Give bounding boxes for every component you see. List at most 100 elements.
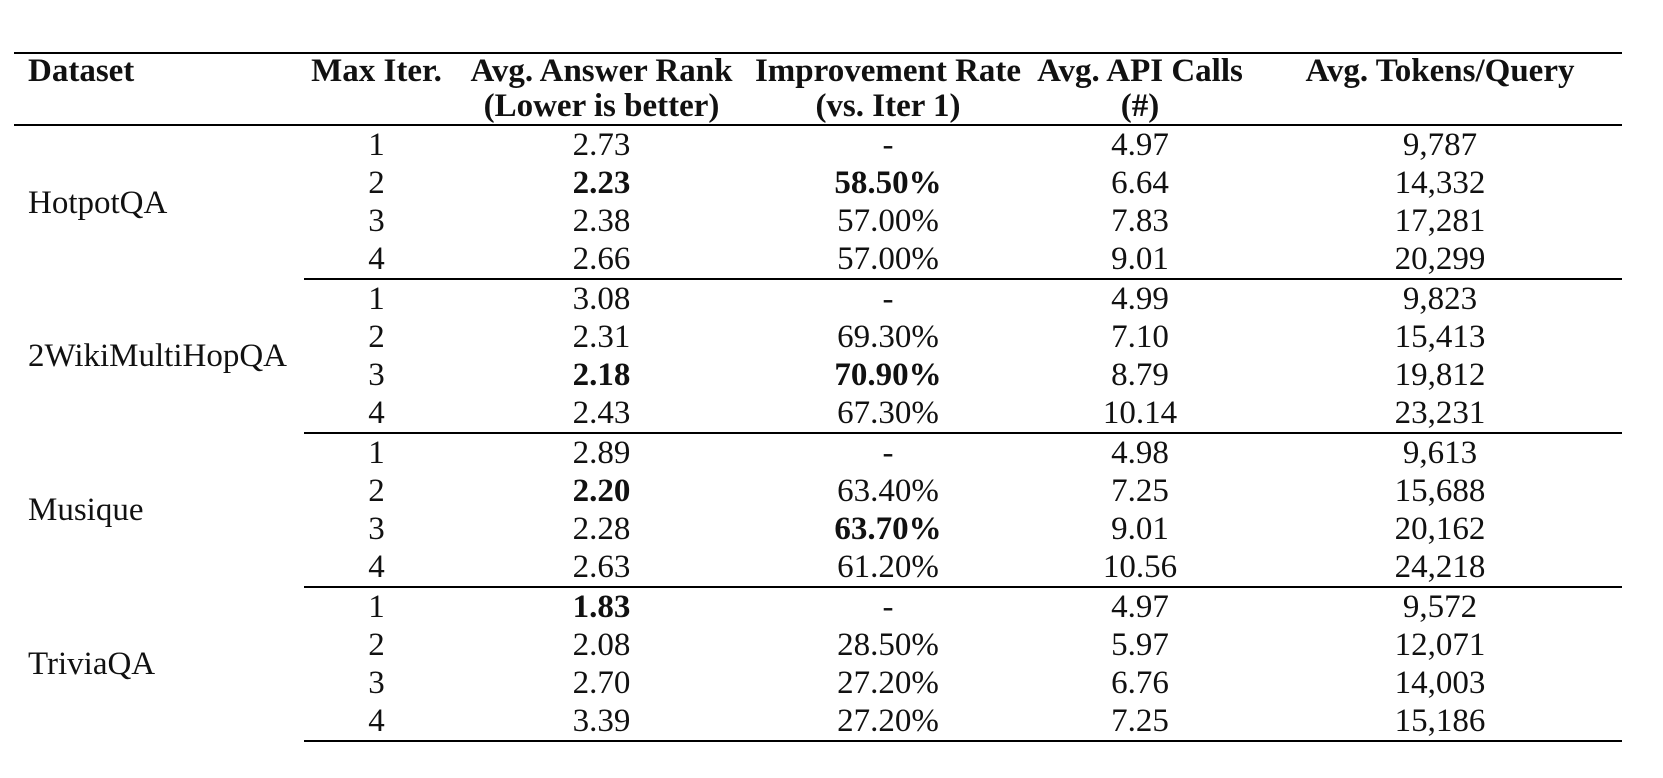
table-row: HotpotQA 1 2.73 - 4.97 9,787 xyxy=(14,125,1622,221)
tokens-cell: 15,413 xyxy=(1394,319,1486,355)
header-avg-api-calls: Avg. API Calls xyxy=(1022,52,1258,89)
tokens-cell: 19,812 xyxy=(1394,357,1486,393)
avg-rank-cell: 2.66 xyxy=(449,240,754,280)
tokens-cell: 14,003 xyxy=(1394,665,1486,701)
api-calls-cell: 10.14 xyxy=(1022,394,1258,434)
improvement-cell: - xyxy=(882,435,894,471)
avg-rank-cell: 2.18 xyxy=(572,357,631,393)
api-calls-cell: 4.98 xyxy=(1111,435,1169,471)
header-avg-tokens-query: Avg. Tokens/Query xyxy=(1258,52,1622,89)
improvement-cell: 67.30% xyxy=(754,394,1022,434)
header-avg-answer-rank-sub: (Lower is better) xyxy=(449,89,754,126)
improvement-cell: - xyxy=(882,127,894,163)
dataset-name: 2WikiMultiHopQA xyxy=(28,338,288,374)
avg-rank-cell: 2.20 xyxy=(572,473,631,509)
table-row: 3 2.28 63.70% 9.01 20,162 xyxy=(14,510,1622,548)
header-avg-tokens-query-sub xyxy=(1258,89,1622,126)
tokens-cell: 20,299 xyxy=(1258,240,1622,280)
tokens-cell: 15,688 xyxy=(1394,473,1486,509)
table-header: Dataset Max Iter. Avg. Answer Rank Impro… xyxy=(14,52,1622,126)
table-row: Musique 1 2.89 - 4.98 9,613 xyxy=(14,433,1622,528)
dataset-group-triviaqa: TriviaQA 1 1.83 - 4.97 9,572 2 2.08 28.5… xyxy=(14,587,1622,742)
max-iter-cell: 3 xyxy=(368,357,385,393)
max-iter-cell: 4 xyxy=(304,394,449,434)
max-iter-cell: 1 xyxy=(368,589,385,625)
max-iter-cell: 2 xyxy=(368,165,385,201)
avg-rank-cell: 2.28 xyxy=(572,511,631,547)
table-row: 2 2.23 58.50% 6.64 14,332 xyxy=(14,164,1622,202)
api-calls-cell: 9.01 xyxy=(1022,240,1258,280)
avg-rank-cell: 2.89 xyxy=(572,435,631,471)
max-iter-cell: 1 xyxy=(368,435,385,471)
table-row: 4 3.39 27.20% 7.25 15,186 xyxy=(14,702,1622,742)
api-calls-cell: 6.64 xyxy=(1111,165,1169,201)
dataset-group-musique: Musique 1 2.89 - 4.98 9,613 2 2.20 63.40… xyxy=(14,433,1622,588)
table-row: 3 2.38 57.00% 7.83 17,281 xyxy=(14,202,1622,240)
header-avg-answer-rank: Avg. Answer Rank xyxy=(449,52,754,89)
max-iter-cell: 3 xyxy=(368,203,385,239)
api-calls-cell: 7.83 xyxy=(1111,203,1169,239)
avg-rank-cell: 3.39 xyxy=(449,702,754,742)
table-row: 4 2.43 67.30% 10.14 23,231 xyxy=(14,394,1622,434)
improvement-cell: 57.00% xyxy=(837,203,939,239)
table-row: 2 2.08 28.50% 5.97 12,071 xyxy=(14,626,1622,664)
avg-rank-cell: 2.63 xyxy=(449,548,754,588)
tokens-cell: 9,613 xyxy=(1402,435,1478,471)
tokens-cell: 17,281 xyxy=(1394,203,1486,239)
table-row: 2 2.31 69.30% 7.10 15,413 xyxy=(14,318,1622,356)
tokens-cell: 23,231 xyxy=(1258,394,1622,434)
api-calls-cell: 7.25 xyxy=(1022,702,1258,742)
avg-rank-cell: 2.73 xyxy=(572,127,631,163)
max-iter-cell: 4 xyxy=(304,702,449,742)
tokens-cell: 12,071 xyxy=(1394,627,1486,663)
tokens-cell: 15,186 xyxy=(1258,702,1622,742)
max-iter-cell: 1 xyxy=(368,127,385,163)
header-improvement-rate-sub: (vs. Iter 1) xyxy=(754,89,1022,126)
max-iter-cell: 2 xyxy=(368,319,385,355)
api-calls-cell: 10.56 xyxy=(1022,548,1258,588)
table-row: 3 2.18 70.90% 8.79 19,812 xyxy=(14,356,1622,394)
improvement-cell: 63.70% xyxy=(834,511,942,547)
tokens-cell: 9,572 xyxy=(1402,589,1478,625)
table-row: 4 2.63 61.20% 10.56 24,218 xyxy=(14,548,1622,588)
improvement-cell: 70.90% xyxy=(834,357,942,393)
api-calls-cell: 6.76 xyxy=(1111,665,1169,701)
avg-rank-cell: 2.08 xyxy=(572,627,631,663)
header-max-iter: Max Iter. xyxy=(304,52,449,89)
header-dataset-sub xyxy=(14,89,304,126)
table-row: 2WikiMultiHopQA 1 3.08 - 4.99 9,823 xyxy=(14,279,1622,374)
dataset-name: HotpotQA xyxy=(28,184,168,221)
improvement-cell: 58.50% xyxy=(834,165,942,201)
max-iter-cell: 3 xyxy=(368,511,385,547)
table-row: 3 2.70 27.20% 6.76 14,003 xyxy=(14,664,1622,702)
avg-rank-cell: 1.83 xyxy=(572,589,631,625)
max-iter-cell: 2 xyxy=(368,473,385,509)
improvement-cell: 61.20% xyxy=(754,548,1022,588)
tokens-cell: 24,218 xyxy=(1258,548,1622,588)
api-calls-cell: 4.99 xyxy=(1111,281,1169,317)
improvement-cell: 27.20% xyxy=(837,665,939,701)
dataset-group-hotpotqa: HotpotQA 1 2.73 - 4.97 9,787 2 2.23 58.5… xyxy=(14,125,1622,280)
max-iter-cell: 4 xyxy=(304,240,449,280)
header-row-1: Dataset Max Iter. Avg. Answer Rank Impro… xyxy=(14,52,1622,89)
table-row: 4 2.66 57.00% 9.01 20,299 xyxy=(14,240,1622,280)
header-improvement-rate: Improvement Rate xyxy=(754,52,1022,89)
dataset-name: Musique xyxy=(28,492,144,528)
improvement-cell: 27.20% xyxy=(754,702,1022,742)
header-row-2: (Lower is better) (vs. Iter 1) (#) xyxy=(14,89,1622,126)
results-table: Dataset Max Iter. Avg. Answer Rank Impro… xyxy=(14,52,1622,742)
api-calls-cell: 4.97 xyxy=(1111,589,1169,625)
dataset-name: TriviaQA xyxy=(28,646,156,682)
max-iter-cell: 2 xyxy=(368,627,385,663)
api-calls-cell: 4.97 xyxy=(1111,127,1169,163)
avg-rank-cell: 2.70 xyxy=(572,665,631,701)
improvement-cell: - xyxy=(882,589,894,625)
header-max-iter-sub xyxy=(304,89,449,126)
avg-rank-cell: 2.38 xyxy=(572,203,631,239)
improvement-cell: 63.40% xyxy=(837,473,939,509)
avg-rank-cell: 2.23 xyxy=(572,165,631,201)
api-calls-cell: 7.10 xyxy=(1111,319,1169,355)
avg-rank-cell: 3.08 xyxy=(572,281,631,317)
tokens-cell: 20,162 xyxy=(1394,511,1486,547)
max-iter-cell: 1 xyxy=(368,281,385,317)
